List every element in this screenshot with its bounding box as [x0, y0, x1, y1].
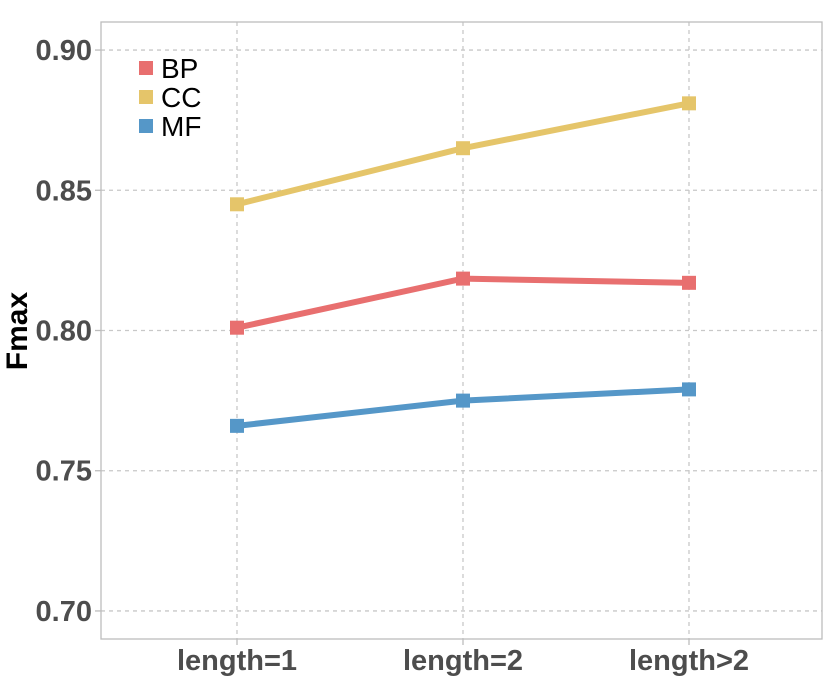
data-point-cc — [456, 141, 470, 156]
legend-swatch-bp — [139, 61, 153, 75]
y-tick-label: 0.80 — [36, 316, 92, 348]
data-point-mf — [230, 418, 244, 433]
data-point-mf — [682, 382, 696, 397]
series-layer — [230, 96, 696, 433]
y-tick-label: 0.75 — [36, 456, 92, 488]
x-tick-label: length=1 — [177, 645, 297, 677]
legend-label-cc: CC — [161, 82, 201, 113]
legend-swatch-mf — [139, 119, 153, 133]
x-tick-label: length=2 — [403, 645, 523, 677]
data-point-mf — [456, 393, 470, 408]
data-point-bp — [682, 275, 696, 290]
y-axis-ticks: 0.70 0.75 0.80 0.85 0.90 — [36, 35, 101, 628]
gridlines — [101, 22, 822, 639]
series-bp — [230, 271, 696, 335]
x-tick-label: length>2 — [629, 645, 749, 677]
data-point-bp — [230, 320, 244, 335]
y-tick-label: 0.85 — [36, 175, 92, 207]
legend-swatch-cc — [139, 90, 153, 104]
data-point-cc — [682, 96, 696, 111]
y-tick-label: 0.70 — [36, 596, 92, 628]
legend-label-mf: MF — [161, 111, 201, 142]
y-tick-label: 0.90 — [36, 35, 92, 67]
series-mf — [230, 382, 696, 433]
x-axis-ticks: length=1 length=2 length>2 — [177, 639, 749, 677]
legend-label-bp: BP — [161, 53, 198, 84]
data-point-bp — [456, 271, 470, 286]
series-cc — [230, 96, 696, 212]
data-point-cc — [230, 197, 244, 212]
y-axis-label: Fmax — [1, 292, 34, 371]
